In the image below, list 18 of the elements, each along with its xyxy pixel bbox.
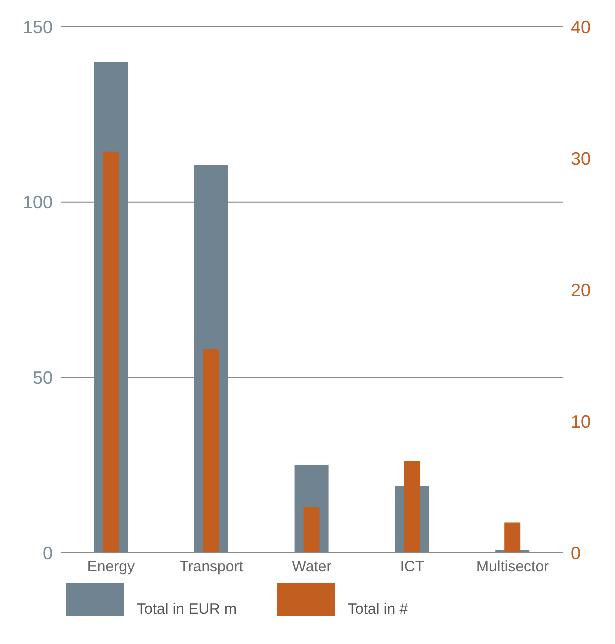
legend-label: Total in # [348, 601, 408, 618]
y2-tick-label: 0 [571, 543, 582, 564]
y-tick-label: 150 [22, 17, 53, 38]
y2-tick-label: 10 [571, 412, 592, 432]
x-tick-label: Multisector [476, 558, 550, 576]
x-tick-label: Transport [180, 558, 244, 576]
bar [203, 349, 220, 553]
x-tick-label: Energy [87, 558, 136, 576]
x-tick-label: ICT [400, 558, 424, 576]
y2-tick-label: 20 [571, 280, 592, 300]
y-tick-label: 100 [22, 192, 53, 213]
y2-tick-label: 40 [571, 17, 592, 38]
y-tick-label: 50 [32, 368, 53, 388]
y-tick-label: 0 [42, 543, 53, 564]
bar [304, 506, 320, 553]
y2-tick-label: 30 [571, 148, 592, 169]
legend-label: Total in EUR m [137, 601, 238, 618]
x-tick-label: Water [292, 558, 332, 576]
